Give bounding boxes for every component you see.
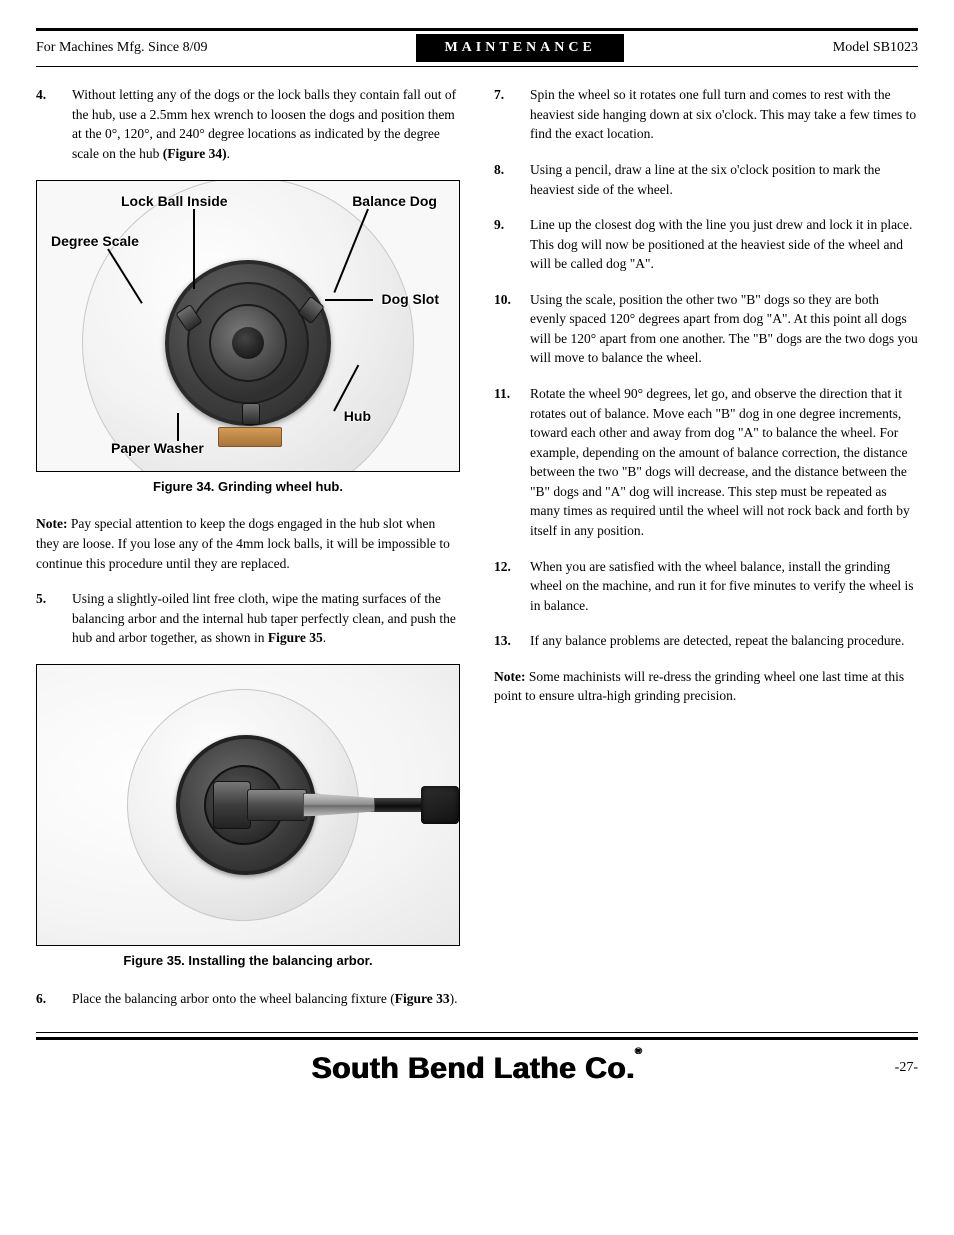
step-number: 8. — [494, 160, 530, 199]
figure-34-caption: Figure 34. Grinding wheel hub. — [36, 478, 460, 497]
step-number: 6. — [36, 989, 72, 1009]
header-left: For Machines Mfg. Since 8/09 — [36, 38, 207, 58]
step-number: 11. — [494, 384, 530, 541]
left-column: 4. Without letting any of the dogs or th… — [36, 85, 460, 1024]
step-6: 6. Place the balancing arbor onto the wh… — [36, 989, 460, 1009]
note-text: Note: Some machinists will re-dress the … — [494, 667, 918, 706]
balance-dog — [242, 403, 260, 425]
leader-line — [325, 299, 373, 301]
arbor-taper — [303, 793, 375, 817]
note-text: Note: Pay special attention to keep the … — [36, 514, 460, 573]
paper-washer — [218, 427, 282, 447]
step-number: 10. — [494, 290, 530, 368]
step-number: 5. — [36, 589, 72, 648]
step-number: 7. — [494, 85, 530, 144]
step-text-tail: . — [323, 630, 326, 645]
content-columns: 4. Without letting any of the dogs or th… — [36, 85, 918, 1024]
footer-rule — [36, 1032, 918, 1040]
callout-dog-slot: Dog Slot — [381, 289, 439, 309]
arbor-collar — [213, 781, 251, 829]
step-text-body: Without letting any of the dogs or the l… — [72, 87, 456, 161]
note-label: Note: — [36, 516, 67, 531]
callout-balance-dog: Balance Dog — [352, 191, 437, 211]
note-body: Pay special attention to keep the dogs e… — [36, 516, 450, 570]
note-dogs: Note: Pay special attention to keep the … — [36, 514, 460, 573]
step-5: 5. Using a slightly-oiled lint free clot… — [36, 589, 460, 648]
callout-hub: Hub — [344, 406, 371, 426]
figure-34: Lock Ball Inside Balance Dog Degree Scal… — [36, 180, 460, 472]
step-text: Using the scale, position the other two … — [530, 290, 918, 368]
note-body: Some machinists will re-dress the grindi… — [494, 669, 904, 704]
step-10: 10. Using the scale, position the other … — [494, 290, 918, 368]
leader-line — [193, 209, 195, 289]
arbor-handle — [421, 786, 459, 824]
page-header: For Machines Mfg. Since 8/09 MAINTENANCE… — [36, 28, 918, 67]
header-right: Model SB1023 — [833, 38, 918, 58]
step-text: Using a slightly-oiled lint free cloth, … — [72, 589, 460, 648]
hub-center-bore — [232, 327, 264, 359]
step-text-body: Using a slightly-oiled lint free cloth, … — [72, 591, 456, 645]
step-text-ref: Figure 35 — [268, 630, 323, 645]
callout-lock-ball: Lock Ball Inside — [121, 191, 228, 211]
step-7: 7. Spin the wheel so it rotates one full… — [494, 85, 918, 144]
step-text: Place the balancing arbor onto the wheel… — [72, 989, 460, 1009]
step-text-body: Place the balancing arbor onto the wheel… — [72, 991, 395, 1006]
step-text-ref: Figure 33 — [395, 991, 450, 1006]
step-text: Line up the closest dog with the line yo… — [530, 215, 918, 274]
step-text-tail: ). — [450, 991, 458, 1006]
note-redress: Note: Some machinists will re-dress the … — [494, 667, 918, 706]
step-text: Without letting any of the dogs or the l… — [72, 85, 460, 163]
step-number: 12. — [494, 557, 530, 616]
right-column: 7. Spin the wheel so it rotates one full… — [494, 85, 918, 1024]
page-number: -27- — [895, 1058, 918, 1078]
step-number: 9. — [494, 215, 530, 274]
note-label: Note: — [494, 669, 525, 684]
step-text: Using a pencil, draw a line at the six o… — [530, 160, 918, 199]
registered-mark-icon: ® — [635, 1046, 642, 1056]
brand-logo: South Bend Lathe Co.® — [312, 1047, 642, 1091]
step-text: Rotate the wheel 90° degrees, let go, an… — [530, 384, 918, 541]
step-number: 4. — [36, 85, 72, 163]
brand-text: South Bend Lathe Co. — [312, 1052, 635, 1085]
callout-degree-scale: Degree Scale — [51, 231, 139, 251]
step-4: 4. Without letting any of the dogs or th… — [36, 85, 460, 163]
callout-paper-washer: Paper Washer — [111, 438, 204, 458]
step-text: Spin the wheel so it rotates one full tu… — [530, 85, 918, 144]
step-text-tail: . — [227, 146, 230, 161]
step-8: 8. Using a pencil, draw a line at the si… — [494, 160, 918, 199]
figure-35 — [36, 664, 460, 946]
step-12: 12. When you are satisfied with the whee… — [494, 557, 918, 616]
step-number: 13. — [494, 631, 530, 651]
step-9: 9. Line up the closest dog with the line… — [494, 215, 918, 274]
step-13: 13. If any balance problems are detected… — [494, 631, 918, 651]
step-text: If any balance problems are detected, re… — [530, 631, 918, 651]
step-text: When you are satisfied with the wheel ba… — [530, 557, 918, 616]
figure-35-caption: Figure 35. Installing the balancing arbo… — [36, 952, 460, 971]
leader-line — [177, 413, 179, 441]
page-footer: South Bend Lathe Co.® -27- — [36, 1048, 918, 1090]
step-11: 11. Rotate the wheel 90° degrees, let go… — [494, 384, 918, 541]
step-text-ref: (Figure 34) — [163, 146, 227, 161]
header-center: MAINTENANCE — [416, 34, 623, 62]
arbor-sleeve — [247, 789, 307, 821]
